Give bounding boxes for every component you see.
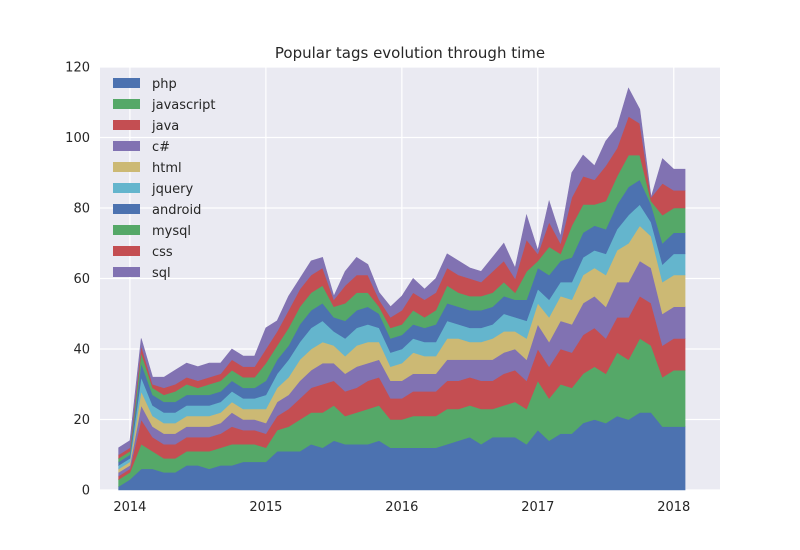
legend-item: java xyxy=(113,119,179,134)
x-tick-label: 2017 xyxy=(521,500,554,515)
legend-item: html xyxy=(113,161,182,176)
legend-swatch xyxy=(113,162,140,172)
legend-swatch xyxy=(113,183,140,193)
x-tick-label: 2018 xyxy=(657,500,690,515)
legend-item: sql xyxy=(113,266,171,281)
legend-label: c# xyxy=(152,140,170,155)
chart-title: Popular tags evolution through time xyxy=(275,44,545,62)
legend-item: javascript xyxy=(113,98,215,113)
legend-label: android xyxy=(152,203,201,218)
y-axis-ticks: 0 20 40 60 80 100 120 xyxy=(65,61,90,499)
legend-label: css xyxy=(152,245,173,260)
legend-label: html xyxy=(152,161,182,176)
legend-item: php xyxy=(113,77,177,92)
legend-label: sql xyxy=(152,266,171,281)
legend-swatch xyxy=(113,99,140,109)
legend-item: css xyxy=(113,245,173,260)
legend-swatch xyxy=(113,246,140,256)
x-tick-label: 2016 xyxy=(385,500,418,515)
x-axis-ticks: 2014 2015 2016 2017 2018 xyxy=(113,500,690,515)
legend-label: java xyxy=(151,119,179,134)
legend-item: mysql xyxy=(113,224,191,239)
y-tick-label: 0 xyxy=(82,484,90,499)
legend-label: jquery xyxy=(151,182,193,197)
legend-item: jquery xyxy=(113,182,193,197)
y-tick-label: 60 xyxy=(73,272,90,287)
legend-swatch xyxy=(113,204,140,214)
legend-label: mysql xyxy=(152,224,191,239)
legend-swatch xyxy=(113,141,140,151)
y-tick-label: 20 xyxy=(73,413,90,428)
x-tick-label: 2014 xyxy=(113,500,146,515)
x-tick-label: 2015 xyxy=(249,500,282,515)
legend-item: android xyxy=(113,203,201,218)
legend-label: php xyxy=(152,77,177,92)
legend-swatch xyxy=(113,225,140,235)
y-tick-label: 120 xyxy=(65,61,90,76)
legend: php javascript java c# html jquery android mysq… xyxy=(113,77,215,281)
area-sql xyxy=(118,87,686,456)
legend-swatch xyxy=(113,120,140,130)
y-tick-label: 100 xyxy=(65,131,90,146)
stacked-areas xyxy=(118,87,686,491)
y-tick-label: 40 xyxy=(73,343,90,358)
legend-swatch xyxy=(113,78,140,88)
legend-swatch xyxy=(113,267,140,277)
legend-label: javascript xyxy=(151,98,215,113)
legend-item: c# xyxy=(113,140,170,155)
y-tick-label: 80 xyxy=(73,202,90,217)
